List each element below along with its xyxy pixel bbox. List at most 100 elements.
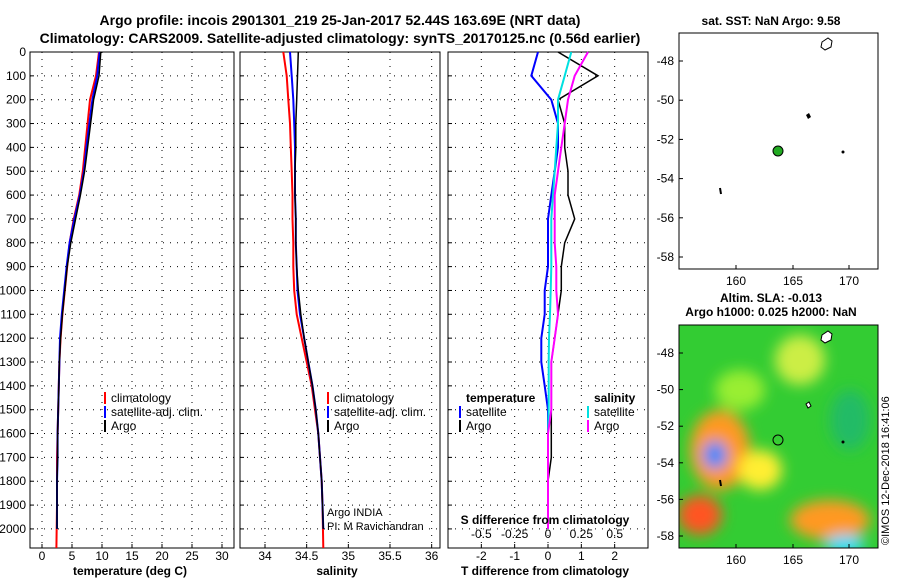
imos-stamp: ©IMOS 12-Dec-2018 16:41:06 [880, 396, 892, 545]
x-tick-label: 0 [39, 549, 46, 563]
legend-sal-argo: Argo [594, 419, 620, 433]
map-lon-tick: 170 [839, 553, 859, 567]
sla-blobs [679, 335, 870, 548]
depth-tick-label: 1200 [0, 331, 26, 345]
map-lon-tick: 160 [726, 553, 746, 567]
x-tick-label: 20 [155, 549, 169, 563]
map-bottom-title2: Argo h1000: 0.025 h2000: NaN [685, 305, 856, 319]
x-tick-layer: 0 5 10 15 20 25 30 34 34.5 35 35.5 36 -2 -1 0 1 2 -0.5 -0.… [39, 527, 624, 563]
series-layer [55, 51, 600, 549]
salinity-legend: climatology satellite-adj. clim. Argo [327, 391, 426, 433]
legend-temp-argo: Argo [466, 419, 492, 433]
temperature-legend: climatology satellite-adj. clim. Argo [104, 391, 203, 433]
map-top-title: sat. SST: NaN Argo: 9.58 [702, 14, 841, 28]
argo-float-marker [772, 145, 784, 157]
depth-tick-label: 0 [19, 45, 26, 59]
legend-label-climatology: climatology [111, 391, 171, 405]
difference-xlabel: T difference from climatology [461, 564, 629, 578]
sla-blob-7 [679, 495, 722, 535]
map-lat-tick: -52 [657, 419, 675, 433]
grid-layer [30, 51, 648, 548]
map-lat-tick: -50 [657, 383, 675, 397]
depth-tick-label: 1600 [0, 427, 26, 441]
x-tick-label: 35.5 [378, 549, 402, 563]
map-lat-tick: -48 [657, 346, 675, 360]
x-tick-label: 2 [611, 549, 618, 563]
island-auckland-bottom [820, 330, 833, 344]
legend-label-climatology-s: climatology [334, 391, 394, 405]
figure-title-line1: Argo profile: incois 2901301_219 25-Jan-… [100, 12, 581, 28]
x-tick-label: -2 [476, 549, 487, 563]
island-macquarie-bottom [719, 479, 722, 487]
x-tick-label: 5 [69, 549, 76, 563]
salinity-xlabel: salinity [316, 564, 358, 578]
island-small-top [841, 150, 845, 154]
x-tick-label: 10 [95, 549, 109, 563]
depth-tick-label: 1400 [0, 379, 26, 393]
legend-temperature-head: temperature [466, 391, 536, 405]
map-top-axes: -48 -50 -52 -54 -56 -58 160 165 170 [657, 54, 860, 288]
map-lat-tick: -50 [657, 93, 675, 107]
map-lon-tick: 170 [839, 274, 859, 288]
depth-tick-label: 1300 [0, 355, 26, 369]
series-line-climatology [282, 51, 325, 549]
island-auckland-top [820, 37, 833, 51]
map-bottom-frame [678, 324, 879, 549]
sla-blob-6 [825, 535, 865, 548]
series-line-argo [294, 51, 325, 529]
map-lat-tick: -54 [657, 172, 675, 186]
sla-blob-9 [715, 370, 765, 410]
credit-line1: Argo INDIA [327, 507, 383, 519]
depth-tick-label: 200 [6, 93, 26, 107]
depth-tick-label: 900 [6, 260, 26, 274]
map-bottom-axes: -48 -50 -52 -54 -56 -58 160 165 170 [657, 346, 860, 567]
map-lat-tick: -56 [657, 492, 675, 506]
depth-axis: 0 100 200 300 400 500 600 700 800 900 1000 1100 1200… [0, 45, 26, 536]
map-lat-tick: -54 [657, 456, 675, 470]
legend-sal-satellite: satellite [594, 405, 635, 419]
x-tick-label: 25 [185, 549, 199, 563]
depth-tick-label: 700 [6, 212, 26, 226]
sla-field [679, 325, 878, 548]
island-campbell-bottom [805, 401, 812, 409]
legend-label-argo-s: Argo [334, 419, 360, 433]
depth-tick-label: 1800 [0, 474, 26, 488]
depth-tick-label: 1000 [0, 283, 26, 297]
map-lat-tick: -58 [657, 529, 675, 543]
difference-legend: temperature satellite Argo salinity sate… [459, 391, 636, 433]
x-tick-label: 30 [215, 549, 229, 563]
x-tick-label: 0 [545, 549, 552, 563]
depth-tick-label: 400 [6, 140, 26, 154]
figure-title-line2: Climatology: CARS2009. Satellite-adjuste… [40, 30, 641, 46]
x-tick-label: -1 [509, 549, 520, 563]
map-lon-tick: 165 [783, 553, 803, 567]
credit-line2: PI: M Ravichandran [327, 521, 424, 533]
legend-temp-satellite: satellite [466, 405, 507, 419]
sla-blob-5 [790, 500, 870, 540]
island-campbell-top [806, 113, 811, 119]
x-tick-label: 36 [425, 549, 439, 563]
temperature-panel-frame [29, 51, 235, 549]
island-small-bottom [841, 440, 845, 444]
salinity-difference-xlabel: S difference from climatology [461, 513, 630, 527]
depth-tick-label: 1500 [0, 403, 26, 417]
s-diff-tick-label: 0.5 [606, 527, 623, 541]
map-lon-tick: 165 [783, 274, 803, 288]
island-macquarie-top [719, 187, 722, 195]
temperature-xlabel: temperature (deg C) [73, 564, 187, 578]
x-tick-label: 35 [342, 549, 356, 563]
s-diff-tick-label: -0.5 [471, 527, 492, 541]
argo-float-marker-sla [772, 434, 784, 446]
depth-tick-label: 2000 [0, 522, 26, 536]
depth-tick-label: 500 [6, 164, 26, 178]
map-lon-tick: 160 [726, 274, 746, 288]
s-diff-tick-label: -0.25 [501, 527, 529, 541]
depth-tick-label: 300 [6, 117, 26, 131]
map-lat-tick: -52 [657, 132, 675, 146]
map-top-land [719, 37, 845, 195]
depth-tick-label: 1700 [0, 450, 26, 464]
map-lat-tick: -48 [657, 54, 675, 68]
x-tick-label: 1 [578, 549, 585, 563]
legend-label-satellite: satellite-adj. clim. [111, 405, 203, 419]
